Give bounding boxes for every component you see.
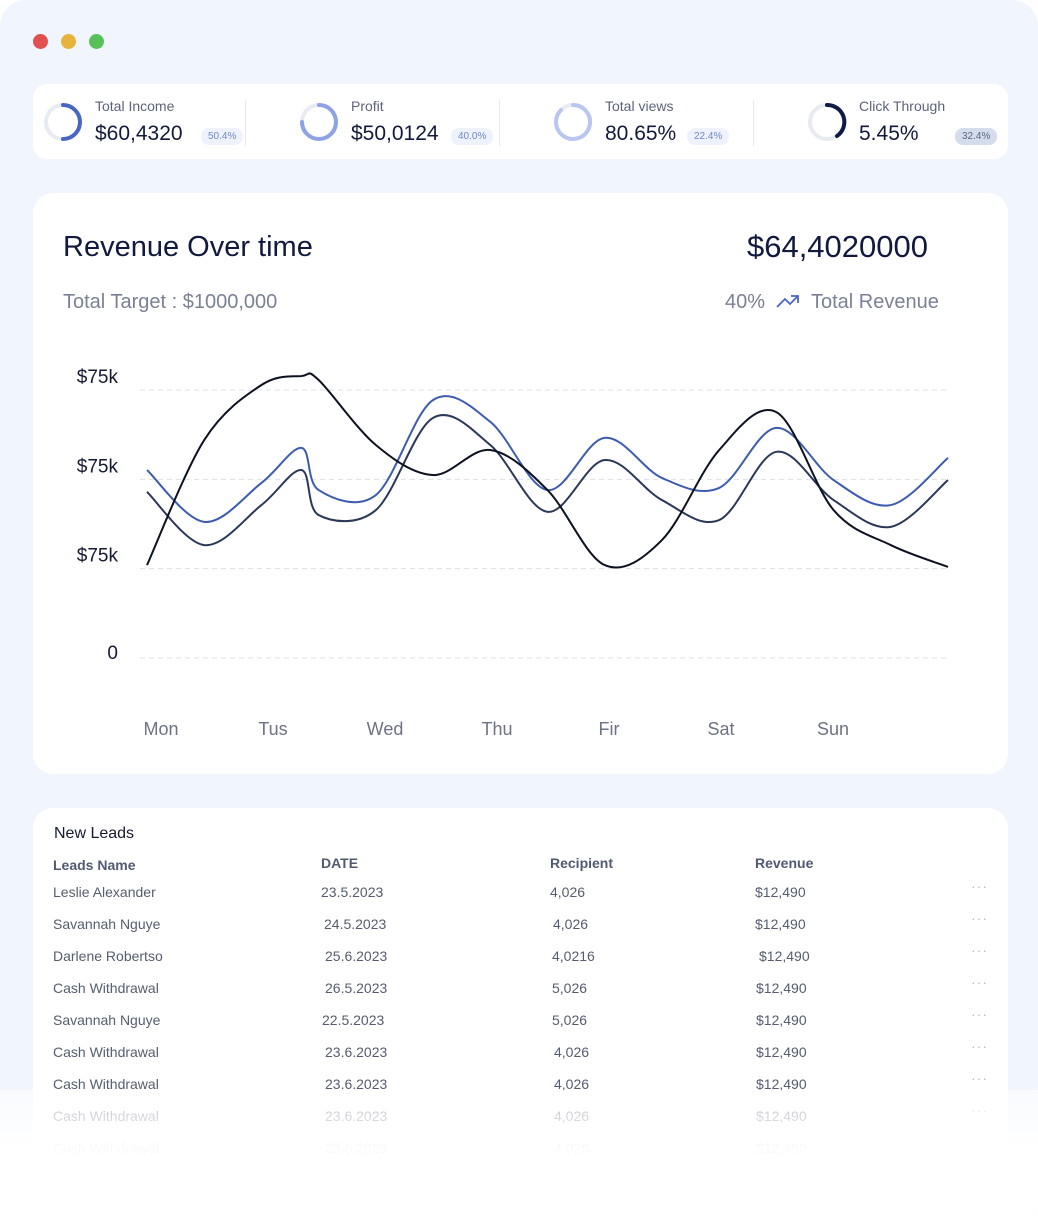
stat-badge: 40.0%	[451, 128, 494, 145]
x-tick-label: Tus	[258, 719, 287, 739]
table-cell: $12,490	[755, 884, 806, 900]
stat-badge: 22.4%	[687, 128, 730, 145]
y-tick-label: $75k	[77, 367, 119, 388]
stat-value: 80.65%	[605, 122, 677, 145]
column-header: Leads Name	[53, 857, 136, 873]
series-line	[146, 414, 949, 547]
row-menu[interactable]: ···	[971, 1006, 988, 1022]
table-cell: Cash Withdrawal	[53, 980, 159, 996]
chart-card: Revenue Over time $64,4020000 Total Targ…	[33, 193, 1008, 774]
table-cell: $12,490	[756, 1012, 807, 1028]
headline-value: $64,4020000	[746, 229, 928, 264]
column-header: Recipient	[550, 855, 614, 871]
divider	[499, 100, 500, 146]
change-value: 40%	[725, 291, 766, 313]
stat-ring	[44, 103, 82, 141]
table-cell: $12,490	[756, 980, 807, 996]
chart-title: Revenue Over time	[63, 231, 313, 263]
x-tick-label: Sun	[817, 719, 849, 739]
table-cell: $12,490	[756, 1076, 807, 1092]
row-menu[interactable]: ···	[971, 1070, 988, 1086]
stat-badge: 50.4%	[201, 128, 244, 145]
series-line	[146, 372, 949, 569]
table-cell: 4,026	[554, 1076, 590, 1092]
table-cell: Savannah Nguye	[53, 916, 161, 932]
stat-ring	[300, 103, 338, 141]
column-header: Revenue	[755, 855, 814, 871]
stat-label: Click Through	[859, 98, 946, 114]
row-menu[interactable]: ···	[971, 942, 988, 958]
row-menu[interactable]: ···	[971, 1038, 988, 1054]
x-tick-label: Thu	[481, 719, 512, 739]
y-tick-label: $75k	[77, 546, 119, 567]
close-button[interactable]	[33, 34, 48, 49]
table-cell: 23.6.2023	[325, 1044, 388, 1060]
stat-card: Click Through 5.45% 32.4%	[797, 84, 1038, 159]
row-menu[interactable]: ···	[971, 910, 988, 926]
maximize-button[interactable]	[89, 34, 104, 49]
x-tick-label: Sat	[707, 719, 734, 739]
table-cell: 24.5.2023	[324, 916, 387, 932]
table-cell: $12,490	[759, 948, 810, 964]
table-cell: 5,026	[552, 980, 588, 996]
stat-value: $50,0124	[351, 122, 439, 145]
table-cell: 25.6.2023	[325, 948, 388, 964]
y-tick-label: 0	[107, 643, 118, 664]
stat-value: 5.45%	[859, 122, 919, 145]
table-cell: 23.6.2023	[325, 1076, 388, 1092]
table-cell: Cash Withdrawal	[53, 1044, 159, 1060]
table-title: New Leads	[54, 825, 135, 842]
y-tick-label: $75k	[77, 456, 119, 477]
trend-icon	[776, 295, 799, 308]
table-cell: Cash Withdrawal	[53, 1076, 159, 1092]
stat-badge: 32.4%	[955, 128, 998, 145]
stats-bar: Total Income $60,4320 50.4% Profit $50,0…	[33, 84, 1008, 159]
stat-label: Total views	[605, 98, 674, 114]
change-label: Total Revenue	[811, 291, 939, 313]
table-cell: 26.5.2023	[325, 980, 388, 996]
stat-label: Profit	[351, 98, 384, 114]
stat-card: Total Income $60,4320 50.4%	[33, 84, 277, 159]
stat-value: $60,4320	[95, 122, 183, 145]
stat-ring	[808, 102, 847, 141]
table-cell: 4,0216	[552, 948, 595, 964]
table-cell: Leslie Alexander	[53, 884, 156, 900]
stat-card: Profit $50,0124 40.0%	[289, 84, 533, 159]
stat-card: Total views 80.65% 22.4%	[543, 84, 787, 159]
table-cell: 4,026	[550, 884, 586, 900]
chart-subtitle: Total Target : $1000,000	[63, 291, 278, 313]
divider	[753, 100, 754, 146]
table-cell: 22.5.2023	[322, 1012, 385, 1028]
table-cell: 4,026	[553, 916, 589, 932]
column-header: DATE	[321, 855, 359, 871]
stat-ring	[554, 103, 593, 141]
divider	[245, 100, 246, 146]
line-chart: $75k $75k $75k 0 Mon Tus Wed Thu Fir Sat Sun	[77, 367, 949, 739]
table-cell: 5,026	[552, 1012, 588, 1028]
stat-label: Total Income	[95, 98, 175, 114]
table-cell: Darlene Robertso	[53, 948, 163, 964]
x-tick-label: Mon	[143, 719, 178, 739]
table-cell: 4,026	[554, 1044, 590, 1060]
row-menu[interactable]: ···	[971, 878, 988, 894]
x-tick-label: Wed	[367, 719, 404, 739]
table-cell: $12,490	[755, 916, 806, 932]
minimize-button[interactable]	[61, 34, 76, 49]
table-cell: 23.5.2023	[321, 884, 384, 900]
x-tick-label: Fir	[599, 719, 620, 739]
fade-overlay	[0, 1090, 1038, 1232]
table-cell: Savannah Nguye	[53, 1012, 161, 1028]
table-cell: $12,490	[756, 1044, 807, 1060]
row-menu[interactable]: ···	[971, 974, 988, 990]
